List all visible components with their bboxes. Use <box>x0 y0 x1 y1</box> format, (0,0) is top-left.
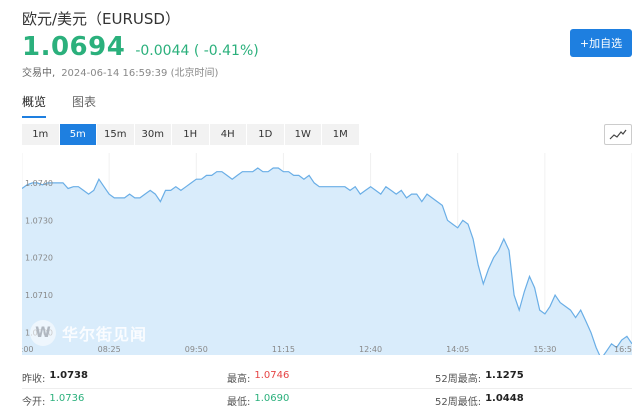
stat-label: 昨收: <box>22 373 46 385</box>
x-axis-labels: 07:00 08:25 09:50 11:15 12:40 14:05 15:30 16:5 <box>22 345 632 354</box>
last-price: 1.0694 <box>22 32 126 62</box>
tab-overview[interactable]: 概览 <box>22 93 47 118</box>
period-1m[interactable]: 1m <box>22 124 60 145</box>
trading-status: 交易中, 2024-06-14 16:59:39 (北京时间) <box>22 64 218 79</box>
period-1d[interactable]: 1D <box>247 124 285 145</box>
stats-row: 今开: 1.0736 最低: 1.0690 52周最低: 1.0448 <box>22 389 632 411</box>
stat-label: 最低: <box>227 396 251 408</box>
chart-type-toggle[interactable] <box>604 124 632 145</box>
x-tick-label: 14:05 <box>446 345 469 354</box>
period-15m[interactable]: 15m <box>97 124 135 145</box>
stat-label: 最高: <box>227 373 251 385</box>
add-to-watchlist-button[interactable]: +加自选 <box>570 29 632 57</box>
instrument-title: 欧元/美元（EURUSD） <box>22 10 180 28</box>
x-tick-label: 07:00 <box>22 345 34 354</box>
stat-label: 52周最高: <box>435 373 482 385</box>
price-row: 1.0694 -0.0044 ( -0.41%) <box>22 32 259 62</box>
price-change: -0.0044 ( -0.41%) <box>135 43 259 59</box>
stat-open: 今开: 1.0736 <box>22 393 227 408</box>
period-30m[interactable]: 30m <box>134 124 172 145</box>
stat-value: 1.0738 <box>49 369 88 381</box>
x-tick-label: 11:15 <box>272 345 295 354</box>
stat-prev-close: 昨收: 1.0738 <box>22 370 227 385</box>
x-tick-label: 12:40 <box>359 345 382 354</box>
tab-chart[interactable]: 图表 <box>72 95 97 109</box>
stat-52w-high: 52周最高: 1.1275 <box>435 370 524 385</box>
price-area <box>22 168 632 355</box>
view-tabs: 概览 图表 <box>22 93 122 118</box>
y-tick-label: 1.0710 <box>25 291 53 300</box>
stat-value: 1.0746 <box>254 369 290 381</box>
stat-value: 1.0690 <box>254 392 290 404</box>
price-line <box>22 167 632 355</box>
x-tick-label: 08:25 <box>98 345 121 354</box>
stat-high: 最高: 1.0746 <box>227 370 435 385</box>
x-tick-label: 09:50 <box>185 345 208 354</box>
stats-row: 昨收: 1.0738 最高: 1.0746 52周最高: 1.1275 <box>22 366 632 389</box>
x-tick-label: 15:30 <box>533 345 556 354</box>
y-tick-label: 1.0720 <box>25 254 53 263</box>
wallstreetcn-logo-icon: W <box>30 320 56 346</box>
period-1mo[interactable]: 1M <box>322 124 360 145</box>
watermark-text: 华尔街见闻 <box>62 325 148 344</box>
y-tick-label: 1.0740 <box>25 179 53 188</box>
quote-stats: 昨收: 1.0738 最高: 1.0746 52周最高: 1.1275 今开: … <box>22 366 632 411</box>
watermark: W 华尔街见闻 <box>30 320 147 346</box>
stat-value: 1.0448 <box>485 392 524 404</box>
stat-value: 1.0736 <box>49 392 85 404</box>
quote-timestamp: 2024-06-14 16:59:39 (北京时间) <box>61 68 219 79</box>
x-tick-label: 16:5 <box>614 345 632 354</box>
y-tick-label: 1.0730 <box>25 216 53 225</box>
line-chart-icon <box>609 129 627 139</box>
period-1h[interactable]: 1H <box>172 124 210 145</box>
period-selector: 1m 5m 15m 30m 1H 4H 1D 1W 1M <box>22 124 360 145</box>
stat-label: 今开: <box>22 396 46 408</box>
period-4h[interactable]: 4H <box>209 124 247 145</box>
stat-value: 1.1275 <box>485 369 524 381</box>
period-1w[interactable]: 1W <box>284 124 322 145</box>
stat-low: 最低: 1.0690 <box>227 393 435 408</box>
stat-label: 52周最低: <box>435 396 482 408</box>
period-5m[interactable]: 5m <box>59 124 97 145</box>
stat-52w-low: 52周最低: 1.0448 <box>435 393 524 408</box>
status-text: 交易中, <box>22 68 56 79</box>
